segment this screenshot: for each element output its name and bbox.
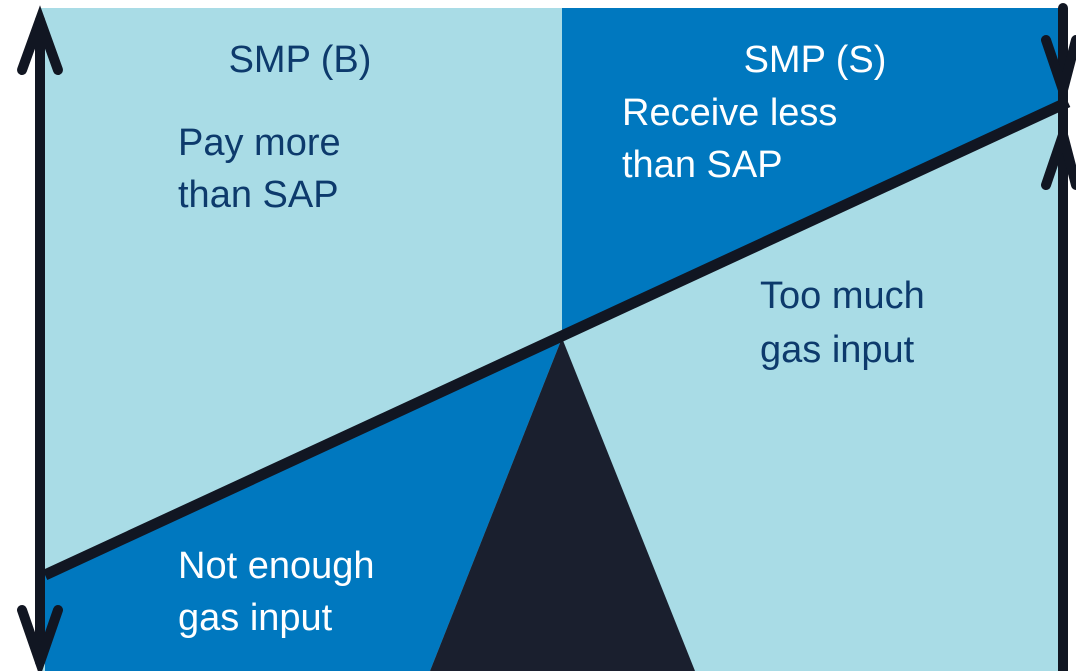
label: SMP (S) — [744, 39, 887, 81]
label: Receive less — [622, 92, 837, 134]
label: Pay more — [178, 122, 341, 164]
label: SMP (B) — [229, 39, 372, 81]
smp-s-region — [562, 8, 1064, 338]
left-arrow — [17, 5, 63, 671]
label: than SAP — [622, 144, 783, 186]
label: gas input — [178, 597, 333, 639]
label: Not enough — [178, 545, 375, 587]
balance-line — [42, 97, 1071, 580]
label: gas input — [760, 329, 915, 371]
not-enough-region — [45, 338, 562, 671]
label: than SAP — [178, 174, 339, 216]
label: Too much — [760, 275, 925, 317]
fulcrum — [430, 338, 695, 671]
right-arrow — [1041, 3, 1076, 671]
